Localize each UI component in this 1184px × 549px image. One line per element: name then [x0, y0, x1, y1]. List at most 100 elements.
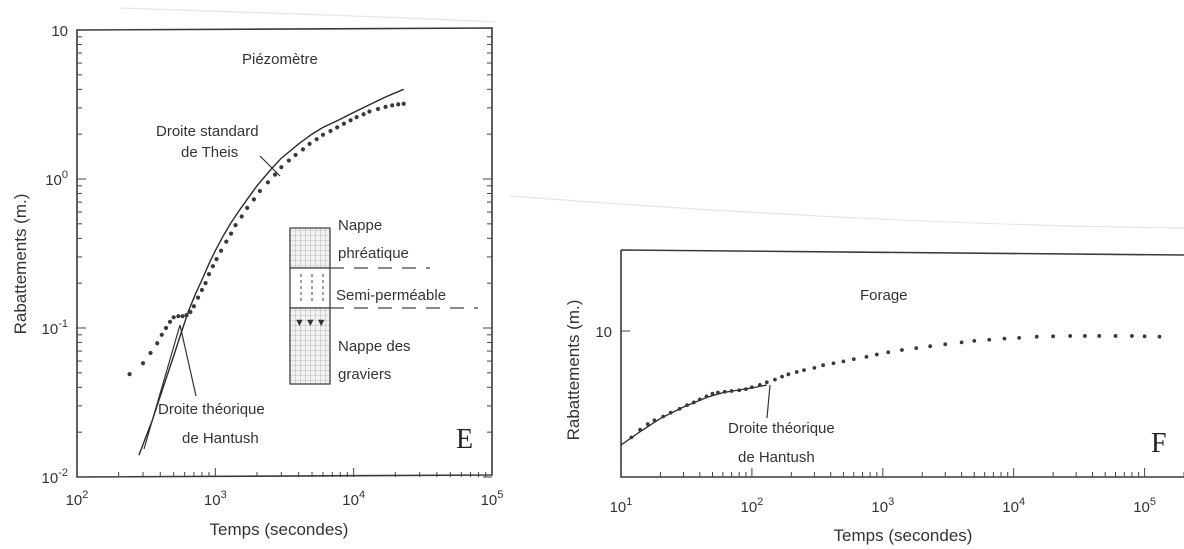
points-layer-e: [127, 101, 406, 377]
annotation-theis-line2: de Theis: [181, 144, 238, 161]
theis-curve-e: [138, 88, 404, 456]
data-point-f: [638, 427, 643, 432]
data-point-f: [697, 397, 702, 402]
data-point-e: [348, 118, 353, 123]
data-point-e: [167, 319, 173, 324]
data-point-f: [972, 338, 977, 343]
plot-frame-e: [76, 27, 493, 478]
data-point-e: [228, 231, 234, 236]
data-point-f: [677, 407, 682, 411]
axis-ticks-e: [76, 36, 492, 478]
data-point-e: [218, 248, 224, 253]
data-point-f: [729, 389, 734, 393]
layer-label-nappe-des: Nappe des: [338, 338, 411, 355]
panel-letter-e: E: [456, 424, 473, 455]
x-tick-label-f: 104: [1002, 496, 1025, 516]
data-point-e: [214, 257, 219, 262]
scan-streak: [509, 195, 1184, 229]
data-point-f: [831, 361, 836, 366]
data-point-f: [645, 422, 650, 426]
data-point-e: [300, 147, 306, 152]
data-point-f: [704, 394, 709, 399]
data-point-e: [375, 106, 381, 112]
data-point-e: [320, 132, 326, 137]
data-point-f: [928, 344, 933, 349]
data-point-f: [668, 410, 673, 415]
data-point-f: [661, 414, 666, 419]
data-point-e: [191, 304, 197, 309]
y-tick-label-e: 100: [45, 169, 68, 189]
curve-layer-e: [138, 88, 404, 456]
data-point-f: [685, 403, 690, 407]
x-axis-title-f: Temps (secondes): [834, 526, 973, 545]
data-point-f: [821, 363, 826, 368]
data-point-e: [184, 313, 189, 318]
y-tick-label-e: 10-2: [42, 467, 68, 487]
data-point-f: [764, 380, 769, 385]
annotation-hantush-f-line2: de Hantush: [738, 449, 815, 466]
column-phreatic-layer: [289, 227, 331, 269]
y-tick-label-f: 10: [595, 324, 612, 341]
aquifer-column: ▼▼▼: [289, 227, 478, 385]
scan-streak: [119, 7, 496, 23]
x-tick-label-e: 104: [342, 489, 365, 509]
chart-title-e: Piézomètre: [242, 51, 318, 68]
layer-label-phreatique: phréatique: [338, 245, 409, 262]
axis-ticks-f: [620, 330, 1184, 477]
data-point-e: [390, 103, 395, 108]
data-point-e: [401, 101, 406, 106]
data-point-f: [987, 337, 992, 342]
data-point-e: [180, 314, 185, 319]
data-point-f: [841, 359, 846, 364]
annotation-arrow-hantush-f: [766, 384, 771, 419]
annotation-hantush-f-line1: Droite théorique: [728, 420, 835, 437]
data-point-e: [140, 361, 146, 366]
data-point-e: [335, 125, 340, 130]
layer-label-graviers: graviers: [338, 366, 391, 383]
data-point-f: [1017, 335, 1022, 340]
data-point-e: [188, 309, 193, 315]
annotation-arrow-theis: [259, 155, 281, 177]
data-point-f: [737, 388, 742, 393]
data-point-e: [367, 109, 372, 114]
x-tick-label-f: 101: [610, 496, 633, 516]
data-point-e: [341, 121, 347, 126]
svg-text:▼▼▼: ▼▼▼: [294, 317, 327, 329]
x-tick-label-e: 105: [481, 489, 504, 509]
data-point-e: [199, 287, 205, 293]
y-axis-title-f: Rabattements (m.): [564, 300, 583, 441]
data-point-f: [959, 340, 964, 345]
y-tick-label-e: 10: [51, 23, 68, 40]
data-point-e: [293, 152, 298, 158]
data-point-f: [691, 400, 696, 405]
data-point-e: [272, 172, 278, 177]
y-tick-labels-e: 10-2 10-1 100 10: [42, 23, 68, 487]
data-point-f: [716, 390, 720, 395]
data-point-f: [1034, 334, 1039, 339]
data-point-f: [1068, 334, 1073, 338]
annotation-hantush-e-line2: de Hantush: [182, 430, 259, 447]
x-tick-label-f: 103: [871, 496, 894, 516]
chart-panel-e: 102 103 104 105 10-2 10-1 100 10 Piézomètre Te…: [11, 23, 503, 539]
data-point-f: [1002, 336, 1007, 341]
data-point-e: [159, 332, 164, 337]
column-semipermeable-layer: [289, 267, 331, 309]
x-tick-label-f: 105: [1133, 496, 1156, 516]
data-point-f: [1097, 334, 1102, 338]
data-point-f: [900, 348, 904, 352]
data-point-f: [710, 391, 715, 396]
data-point-f: [794, 370, 799, 374]
data-point-e: [354, 115, 359, 120]
annotation-hantush-e-line1: Droite théorique: [158, 401, 265, 418]
data-point-e: [195, 295, 201, 300]
data-point-f: [1142, 334, 1147, 339]
data-point-e: [224, 239, 229, 244]
data-point-e: [163, 325, 169, 331]
chart-title-f: Forage: [860, 287, 908, 304]
y-tick-labels-f: 10: [595, 324, 612, 341]
x-tick-labels-f: 101 102 103 104 105: [610, 496, 1156, 516]
data-point-e: [265, 180, 271, 185]
data-point-f: [914, 346, 919, 350]
data-point-e: [239, 214, 244, 219]
